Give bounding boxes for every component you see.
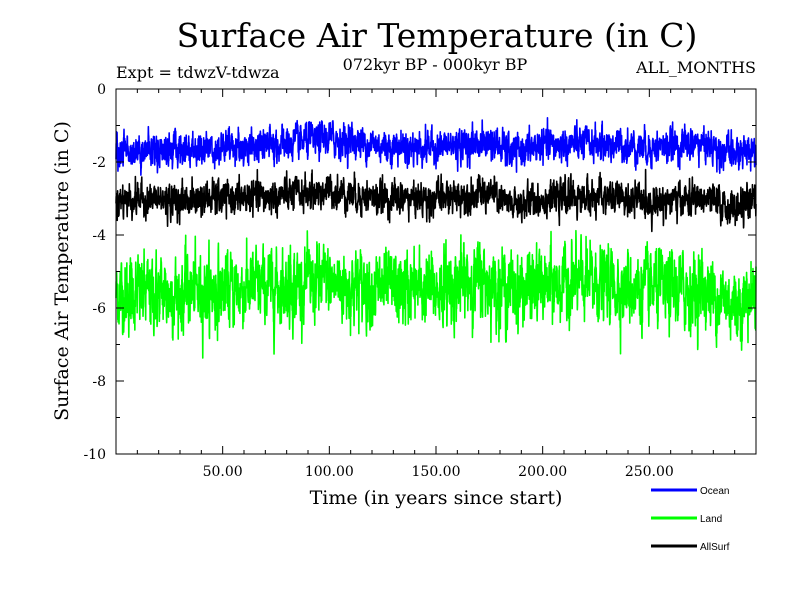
legend-label-land: Land [700, 514, 722, 525]
experiment-label: Expt = tdwzV-tdwza [116, 63, 280, 82]
y-tick-label: -6 [92, 301, 106, 317]
tick-layer: 50.00 100.00 150.00 200.00 250.00 0 -2 -4 -6 -8 -1… [83, 82, 756, 480]
series-line-allsurf [115, 168, 757, 233]
chart-title: Surface Air Temperature (in C) [177, 16, 698, 55]
x-tick-label: 150.00 [412, 464, 461, 480]
y-tick-label: -2 [92, 155, 106, 171]
x-tick-label: 200.00 [518, 464, 567, 480]
series-line-land [115, 229, 757, 359]
chart-subtitle: 072kyr BP - 000kyr BP [343, 55, 528, 74]
x-tick-label: 250.00 [625, 464, 674, 480]
months-label: ALL_MONTHS [635, 58, 756, 77]
legend-label-allsurf: AllSurf [700, 542, 730, 553]
y-axis-label: Surface Air Temperature (in C) [51, 121, 73, 421]
legend-label-ocean: Ocean [700, 486, 729, 497]
series-line-ocean [115, 116, 757, 176]
series-layer [115, 116, 757, 359]
legend: Ocean Land AllSurf [651, 486, 730, 553]
y-tick-label: -8 [92, 374, 106, 390]
x-axis-label: Time (in years since start) [310, 487, 563, 509]
x-tick-label: 50.00 [203, 464, 243, 480]
y-tick-label: 0 [97, 82, 106, 98]
x-tick-label: 100.00 [305, 464, 354, 480]
y-tick-label: -4 [92, 228, 106, 244]
y-tick-label: -10 [83, 447, 106, 463]
